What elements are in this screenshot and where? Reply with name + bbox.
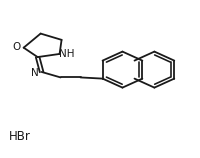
Text: O: O <box>12 42 21 52</box>
Text: N: N <box>31 68 39 78</box>
Text: NH: NH <box>59 49 75 59</box>
Text: HBr: HBr <box>9 131 30 143</box>
